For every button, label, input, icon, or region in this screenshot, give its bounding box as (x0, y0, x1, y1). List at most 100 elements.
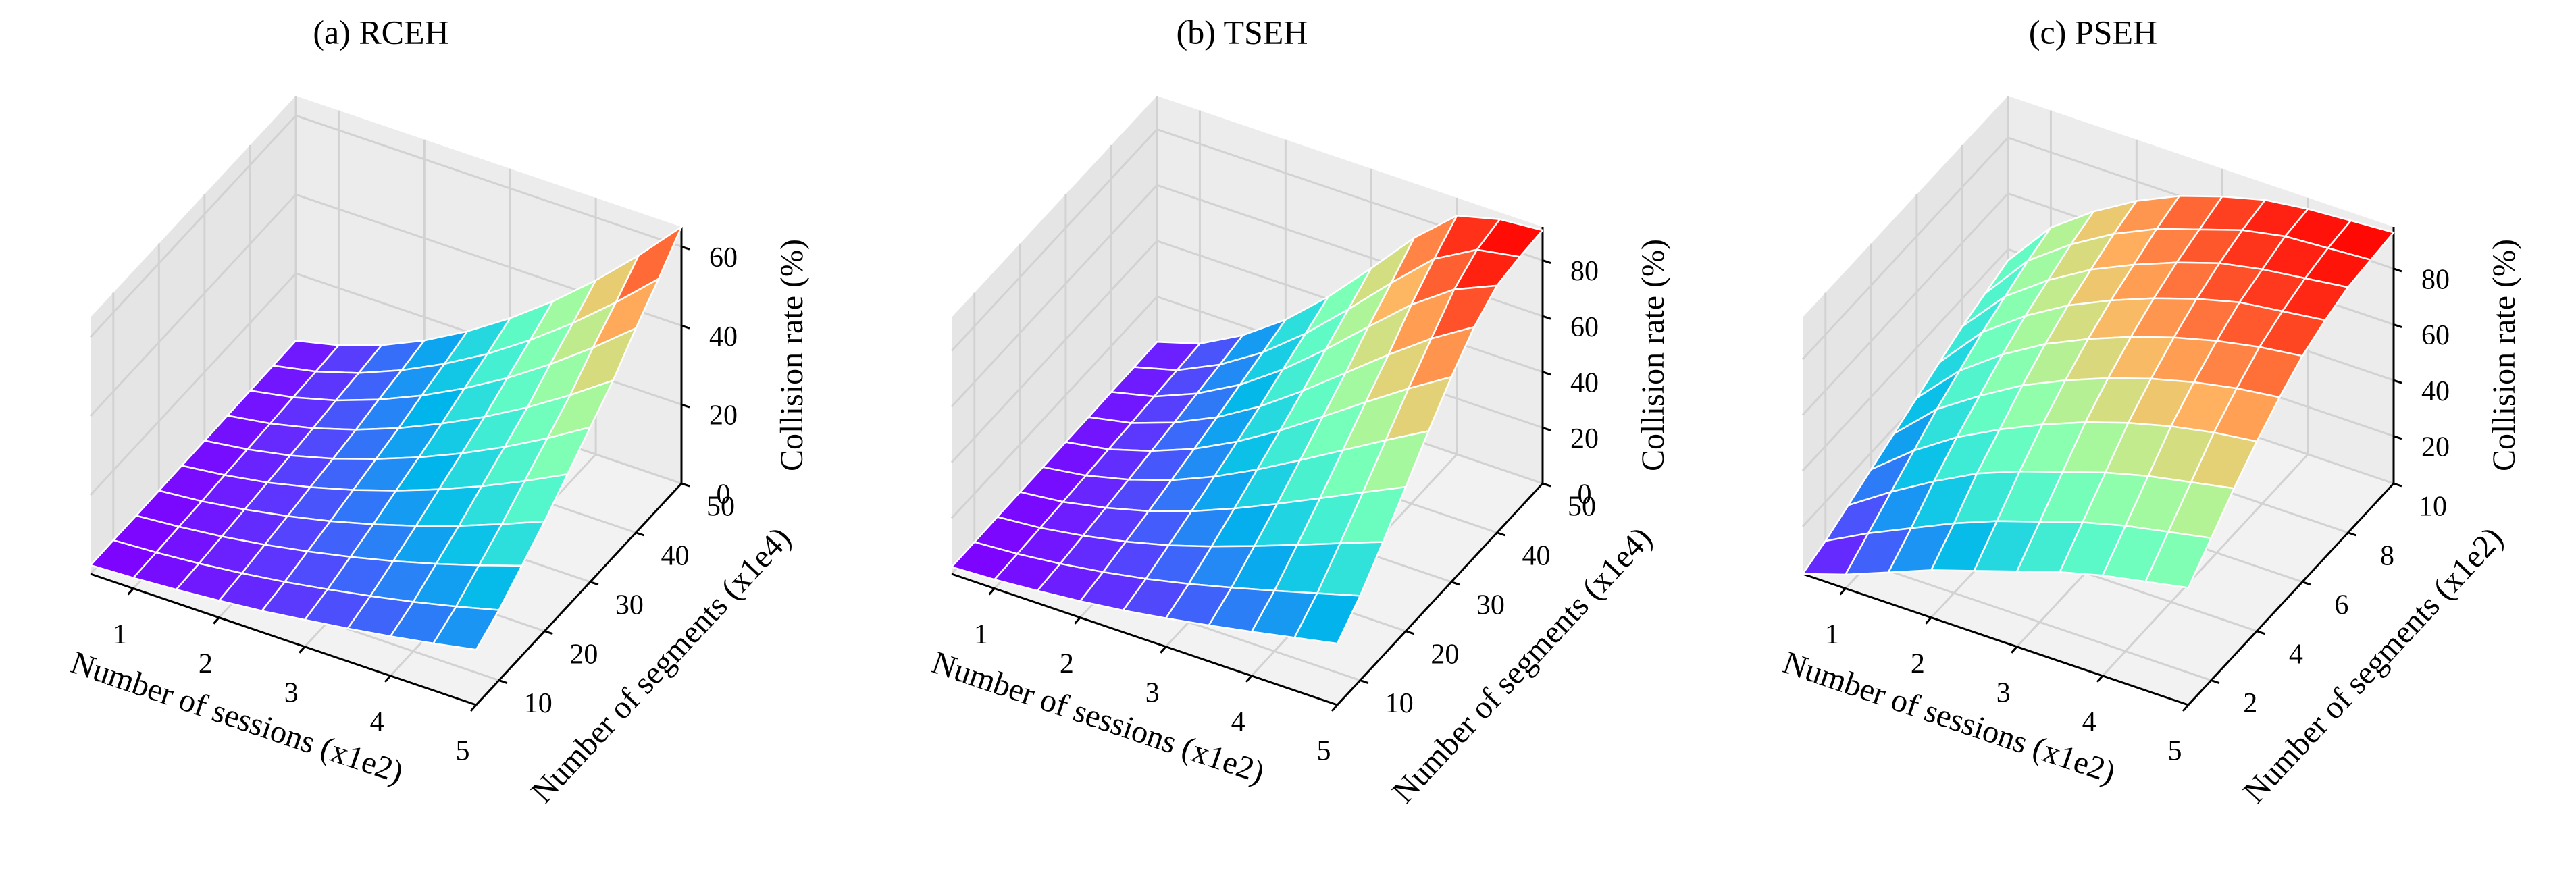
y-tick-label: 10 (2419, 492, 2447, 523)
tick-mark (1542, 259, 1551, 264)
axis-line (2187, 482, 2395, 706)
z-tick-label: 40 (2421, 376, 2450, 407)
tick-mark (1360, 679, 1369, 684)
z-tick-label: 60 (709, 242, 738, 273)
y-tick-label: 10 (1385, 688, 1414, 719)
tick-mark (681, 245, 690, 251)
axis-line (1802, 573, 2189, 706)
tick-mark (1245, 675, 1253, 683)
tick-mark (2393, 323, 2402, 328)
x-tick-label: 4 (2082, 707, 2096, 738)
grid-line (89, 194, 297, 417)
side-pane (952, 96, 1157, 574)
tick-mark (2256, 630, 2265, 635)
tick-mark (2393, 267, 2402, 273)
tick-mark (590, 581, 599, 586)
x-tick-label: 3 (284, 677, 299, 708)
tick-mark (635, 531, 644, 537)
tick-mark (1160, 646, 1167, 654)
axis-line (90, 573, 477, 706)
y-tick-label: 40 (661, 541, 689, 572)
tick-mark (1542, 482, 1551, 488)
tick-mark (2302, 581, 2311, 586)
tick-mark (2096, 675, 2104, 683)
tick-mark (1405, 630, 1414, 635)
x-tick-label: 1 (1825, 619, 1839, 650)
x-tick-label: 1 (974, 619, 988, 650)
z-tick-label: 40 (1570, 367, 1599, 398)
surface-cell (432, 606, 500, 651)
x-tick-label: 3 (1997, 677, 2011, 708)
grid-line (950, 128, 1158, 352)
z-tick-label: 60 (2421, 320, 2450, 351)
x-tick-label: 1 (113, 619, 127, 650)
z-tick-label: 20 (1570, 423, 1599, 454)
y-tick-label: 4 (2289, 639, 2303, 670)
tick-mark (1496, 531, 1505, 537)
x-axis-label: Number of sessions (x1e2) (66, 645, 407, 791)
axis-line (475, 482, 683, 706)
tick-mark (1074, 616, 1081, 625)
y-tick-label: 30 (615, 589, 644, 621)
x-tick-label: 3 (1145, 677, 1160, 708)
x-tick-label: 5 (456, 736, 470, 767)
z-tick-label: 40 (709, 321, 738, 352)
z-tick-label: 20 (709, 400, 738, 431)
grid-line (1801, 192, 2009, 416)
y-tick-label: 50 (706, 492, 735, 523)
tick-mark (2347, 531, 2356, 537)
grid-line (950, 240, 1158, 463)
y-tick-label: 20 (1431, 639, 1459, 670)
tick-mark (1542, 315, 1551, 320)
tick-mark (681, 482, 690, 488)
axis-line (951, 573, 1338, 706)
tick-mark (299, 646, 306, 654)
surface-cell (1293, 592, 1362, 645)
x-tick-label: 2 (1060, 648, 1074, 679)
z-tick-label: 0 (717, 479, 731, 510)
z-axis-label: Collision rate (%) (1635, 239, 1671, 471)
tick-mark (1451, 581, 1460, 586)
z-tick-label: 80 (2421, 265, 2450, 296)
tick-mark (2393, 379, 2402, 384)
x-tick-label: 5 (1317, 736, 1331, 767)
side-pane (1803, 96, 2008, 574)
y-tick-label: 30 (1476, 589, 1505, 621)
y-tick-label: 10 (524, 688, 552, 719)
x-tick-label: 4 (370, 707, 384, 738)
tick-mark (681, 324, 690, 330)
tick-mark (127, 587, 134, 596)
tick-mark (2211, 679, 2220, 684)
tick-mark (2182, 704, 2190, 712)
x-tick-label: 5 (2168, 736, 2182, 767)
tick-mark (2393, 482, 2402, 488)
grid-line (89, 273, 297, 496)
chart-title: (a) RCEH (313, 13, 448, 51)
axis-line (1336, 482, 1544, 706)
x-axis-label: Number of sessions (x1e2) (1778, 645, 2119, 791)
tick-mark (384, 675, 392, 683)
z-tick-label: 80 (1570, 256, 1599, 287)
z-tick-label: 0 (1578, 479, 1592, 510)
tick-mark (498, 679, 508, 684)
y-tick-label: 2 (2243, 688, 2257, 719)
x-tick-label: 2 (1911, 648, 1925, 679)
tick-mark (213, 616, 220, 625)
grid-line (295, 114, 682, 248)
tick-mark (2011, 646, 2018, 654)
z-axis-label: Collision rate (%) (774, 239, 810, 471)
tick-mark (544, 630, 553, 635)
x-tick-label: 2 (199, 648, 213, 679)
grid-line (1801, 136, 2009, 360)
tick-mark (1331, 704, 1339, 712)
tick-mark (1839, 587, 1847, 596)
y-tick-label: 50 (1568, 492, 1596, 523)
grid-line (89, 115, 297, 338)
chart-title: (c) PSEH (2029, 13, 2157, 51)
tick-mark (2393, 435, 2402, 440)
grid-line (950, 184, 1158, 408)
chart-title: (b) TSEH (1177, 13, 1308, 51)
tick-mark (469, 704, 478, 712)
